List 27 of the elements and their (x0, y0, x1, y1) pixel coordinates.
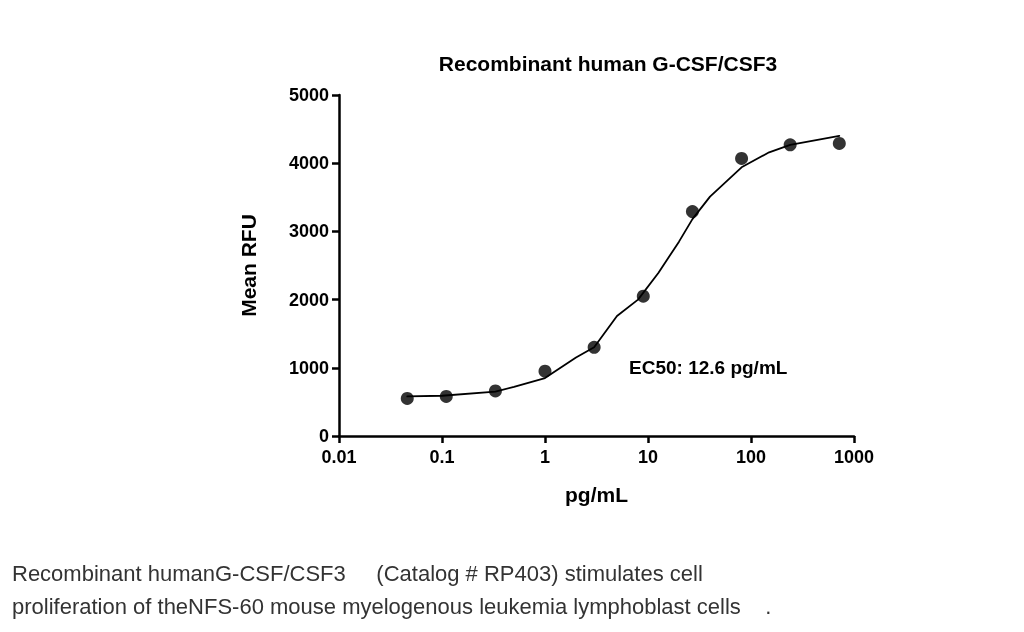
x-axis-title: pg/mL (565, 483, 629, 506)
y-tick-label: 3000 (288, 221, 329, 242)
point (587, 340, 601, 354)
annotation: EC50: 12.6 pg/mL (629, 357, 788, 378)
x-tick-label: 1000 (833, 447, 875, 467)
y-tick-label: 5000 (288, 85, 329, 105)
x-tick-label: 1 (539, 447, 551, 467)
y-tick-label: 0 (318, 426, 329, 446)
y-tick-label: 1000 (288, 357, 329, 378)
x-tick-label: 100 (735, 447, 767, 467)
point (685, 205, 699, 219)
point (783, 138, 797, 152)
y-tick-label: 2000 (288, 289, 329, 310)
x-tick-label: 0.01 (321, 447, 357, 467)
text: proliferation of theNFS-60 mouse myelogenous leukemia lymphoblast cells . (12, 593, 772, 619)
point (636, 289, 650, 303)
point (538, 364, 552, 378)
x-tick-label: 10 (637, 447, 659, 467)
y-tick-label: 4000 (288, 153, 329, 174)
y-axis-title: Mean RFU (237, 214, 260, 317)
point (735, 151, 749, 165)
point (488, 384, 502, 398)
chart-title: Recombinant human G-CSF/CSF3 (438, 52, 778, 75)
x-tick-label: 0.1 (429, 447, 455, 467)
point (832, 136, 846, 150)
text: Recombinant humanG-CSF/CSF3 (Catalog # RP403) stimulates cell (12, 560, 703, 586)
point (439, 389, 453, 403)
